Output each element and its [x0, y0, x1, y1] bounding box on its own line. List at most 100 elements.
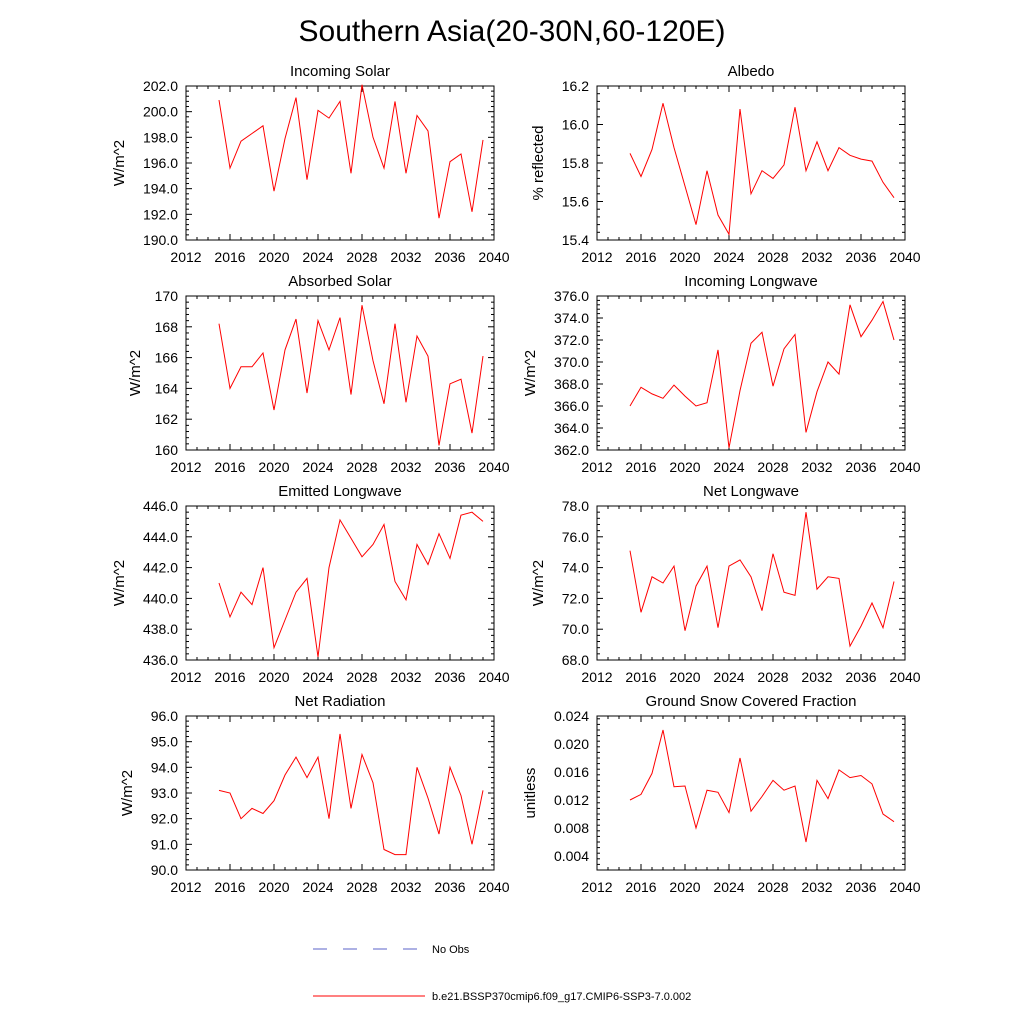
y-tick-label: 440.0: [143, 590, 178, 606]
data-point: [252, 808, 253, 809]
data-point: [861, 626, 862, 627]
data-point: [872, 783, 873, 784]
x-tick-label: 2016: [214, 669, 245, 685]
data-point: [439, 533, 440, 534]
data-point: [707, 790, 708, 791]
data-point: [263, 125, 264, 126]
data-point: [274, 800, 275, 801]
data-point: [340, 733, 341, 734]
data-point: [872, 161, 873, 162]
y-tick-label: 76.0: [562, 529, 589, 545]
panel-albedo: Albedo 2012 2016 2020 2024 2028 2032 2036 2040 15…: [530, 63, 921, 265]
data-point: [296, 757, 297, 758]
series-line-model: [629, 729, 895, 843]
x-tick-label: 2028: [346, 669, 377, 685]
data-point: [450, 767, 451, 768]
data-point: [296, 319, 297, 320]
y-tick-label: 70.0: [562, 621, 589, 637]
data-point: [773, 553, 774, 554]
data-point: [461, 154, 462, 155]
x-tick-label: 2032: [390, 879, 421, 895]
data-point: [630, 800, 631, 801]
panel-absorbed-solar: Absorbed Solar 2012 2016 2020 2024 2028 2032 20…: [127, 273, 510, 475]
panel-incoming-solar: Incoming Solar 2012 2016 2020 2024 2028 2032 20…: [111, 63, 510, 265]
x-tick-label: 2020: [669, 459, 700, 475]
y-tick-label: 444.0: [143, 529, 178, 545]
data-point: [439, 218, 440, 219]
data-point: [762, 332, 763, 333]
panel-title: Ground Snow Covered Fraction: [646, 693, 857, 710]
data-point: [872, 320, 873, 321]
data-point: [806, 170, 807, 171]
y-tick-label: 168: [155, 319, 179, 335]
series-line-model: [218, 733, 484, 856]
data-point: [219, 790, 220, 791]
x-tick-label: 2024: [713, 669, 744, 685]
data-point: [340, 317, 341, 318]
y-tick-label: 15.6: [562, 194, 589, 210]
y-tick-label: 364.0: [554, 420, 589, 436]
data-point: [817, 589, 818, 590]
data-point: [729, 812, 730, 813]
data-point: [318, 757, 319, 758]
y-axis-label: W/m^2: [111, 140, 128, 186]
y-tick-label: 196.0: [143, 155, 178, 171]
panel-title: Incoming Longwave: [684, 273, 817, 290]
x-tick-label: 2036: [845, 879, 876, 895]
data-point: [663, 398, 664, 399]
panel-incoming-longwave: Incoming Longwave 2012 2016 2020 2024 2028 203…: [522, 273, 921, 475]
x-tick-label: 2016: [214, 879, 245, 895]
data-point: [839, 769, 840, 770]
data-point: [784, 348, 785, 349]
data-point: [806, 842, 807, 843]
data-point: [850, 304, 851, 305]
data-point: [252, 366, 253, 367]
data-point: [663, 730, 664, 731]
x-tick-label: 2032: [390, 669, 421, 685]
x-tick-label: 2020: [258, 879, 289, 895]
data-point: [395, 323, 396, 324]
data-point: [406, 402, 407, 403]
data-point: [674, 147, 675, 148]
data-point: [406, 599, 407, 600]
data-point: [351, 394, 352, 395]
data-point: [894, 340, 895, 341]
x-tick-label: 2028: [346, 879, 377, 895]
x-tick-label: 2012: [581, 459, 612, 475]
x-tick-label: 2012: [170, 879, 201, 895]
data-point: [472, 433, 473, 434]
data-point: [685, 630, 686, 631]
data-point: [685, 786, 686, 787]
data-point: [373, 360, 374, 361]
y-axis-label: % reflected: [530, 125, 547, 200]
data-point: [740, 390, 741, 391]
data-point: [773, 780, 774, 781]
data-point: [461, 795, 462, 796]
data-point: [417, 336, 418, 337]
data-point: [740, 758, 741, 759]
data-point: [894, 197, 895, 198]
panel-title: Net Longwave: [703, 483, 799, 500]
data-point: [351, 173, 352, 174]
data-point: [674, 566, 675, 567]
data-point: [307, 578, 308, 579]
data-point: [384, 168, 385, 169]
data-point: [850, 646, 851, 647]
data-point: [428, 798, 429, 799]
data-point: [740, 559, 741, 560]
data-point: [395, 581, 396, 582]
y-axis-label: W/m^2: [111, 560, 128, 606]
data-point: [428, 130, 429, 131]
data-point: [784, 592, 785, 593]
data-point: [861, 775, 862, 776]
x-tick-label: 2016: [214, 249, 245, 265]
data-point: [230, 388, 231, 389]
data-point: [483, 521, 484, 522]
x-tick-label: 2032: [801, 459, 832, 475]
y-tick-label: 374.0: [554, 310, 589, 326]
data-point: [828, 170, 829, 171]
data-point: [318, 110, 319, 111]
data-point: [828, 798, 829, 799]
data-point: [751, 811, 752, 812]
data-point: [428, 356, 429, 357]
